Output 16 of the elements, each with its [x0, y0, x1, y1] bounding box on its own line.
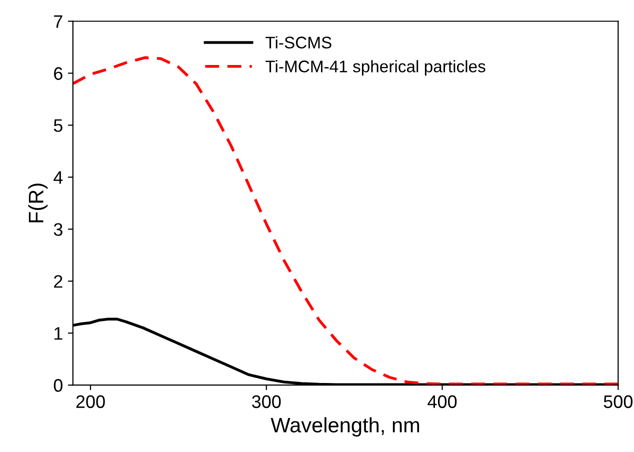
x-axis-title: Wavelength, nm [270, 417, 420, 437]
y-axis-title: F(R) [28, 184, 48, 222]
y-tick-label: 6 [54, 67, 62, 80]
y-tick-label: 1 [54, 327, 62, 340]
y-tick-label: 3 [54, 223, 62, 236]
y-tick-label: 5 [54, 119, 62, 132]
y-tick-label: 2 [54, 275, 62, 288]
legend-label: Ti-MCM-41 spherical particles [266, 60, 486, 76]
x-tick-label: 200 [76, 395, 105, 408]
x-tick-label: 300 [252, 395, 281, 408]
x-tick-label: 400 [428, 395, 457, 408]
legend-label: Ti-SCMS [266, 36, 332, 48]
y-tick-label: 4 [54, 171, 63, 184]
x-tick-label: 500 [604, 395, 633, 408]
y-tick-label: 7 [54, 15, 62, 28]
y-tick-label: 0 [54, 379, 62, 392]
